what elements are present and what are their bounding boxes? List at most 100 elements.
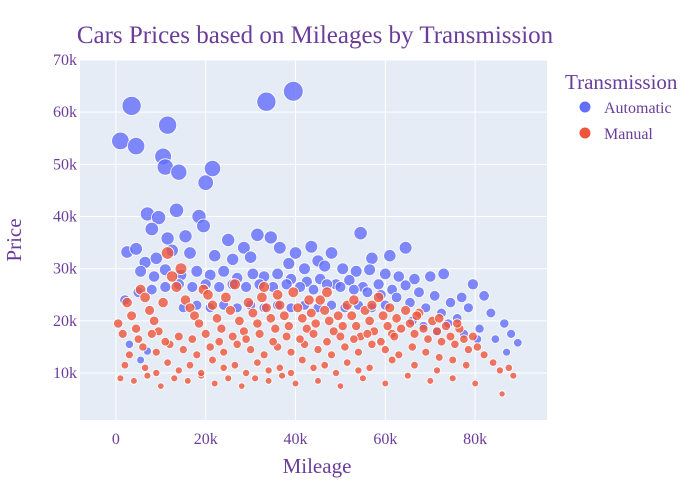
data-point[interactable] [340,342,350,352]
data-point[interactable] [365,251,379,265]
data-point[interactable] [450,339,460,349]
data-point[interactable] [148,270,161,283]
data-point[interactable] [263,230,278,245]
data-point[interactable] [148,315,160,327]
data-point[interactable] [160,246,175,260]
data-point[interactable] [271,289,284,301]
data-point[interactable] [462,302,474,314]
data-point[interactable] [291,379,300,388]
data-point[interactable] [136,355,145,365]
data-point[interactable] [234,315,245,327]
data-point[interactable] [456,291,468,304]
data-point[interactable] [152,368,161,377]
data-point[interactable] [138,342,148,352]
data-point[interactable] [157,382,165,390]
data-point[interactable] [208,355,217,365]
data-point[interactable] [292,302,304,314]
data-point[interactable] [384,302,396,314]
data-point[interactable] [336,382,345,390]
data-point[interactable] [440,321,451,332]
data-point[interactable] [314,294,326,306]
data-point[interactable] [509,371,518,380]
data-point[interactable] [349,334,359,344]
data-point[interactable] [320,361,329,370]
data-point[interactable] [160,231,175,246]
data-point[interactable] [413,286,425,299]
data-point[interactable] [327,350,336,360]
data-point[interactable] [170,281,183,293]
data-point[interactable] [253,358,262,367]
data-point[interactable] [426,377,435,385]
data-point[interactable] [200,328,211,339]
data-point[interactable] [381,379,390,388]
data-point[interactable] [429,290,441,302]
data-point[interactable] [421,347,431,357]
data-point[interactable] [190,264,204,278]
data-point[interactable] [244,250,258,264]
data-point[interactable] [295,334,305,344]
data-point[interactable] [196,218,211,234]
data-point[interactable] [247,307,259,319]
data-point[interactable] [232,339,242,349]
data-point[interactable] [382,321,393,332]
data-point[interactable] [432,366,441,375]
data-point[interactable] [227,331,238,342]
data-point[interactable] [504,363,513,372]
data-point[interactable] [305,307,317,319]
data-point[interactable] [219,363,228,372]
data-point[interactable] [372,278,385,291]
data-point[interactable] [499,318,510,329]
data-point[interactable] [270,323,281,334]
data-point[interactable] [124,339,134,349]
data-point[interactable] [490,334,501,344]
data-point[interactable] [133,334,144,344]
data-point[interactable] [280,278,293,291]
data-point[interactable] [506,328,517,339]
data-point[interactable] [184,377,192,385]
data-point[interactable] [143,371,152,380]
data-point[interactable] [170,163,188,181]
data-point[interactable] [321,286,333,299]
data-point[interactable] [134,264,147,278]
data-point[interactable] [278,371,287,380]
data-point[interactable] [258,281,271,293]
data-point[interactable] [398,241,413,255]
data-point[interactable] [183,246,197,260]
data-point[interactable] [348,283,360,296]
data-point[interactable] [403,371,412,380]
data-point[interactable] [337,321,348,332]
data-point[interactable] [353,347,363,357]
data-point[interactable] [472,342,482,352]
data-point[interactable] [309,363,318,372]
data-point[interactable] [459,334,469,344]
data-point[interactable] [275,363,284,372]
data-point[interactable] [304,240,319,254]
data-point[interactable] [366,299,378,311]
data-point[interactable] [376,337,386,347]
data-point[interactable] [468,331,478,342]
data-point[interactable] [166,270,179,283]
data-point[interactable] [336,262,350,276]
data-point[interactable] [224,374,233,383]
data-point[interactable] [213,281,226,293]
data-point[interactable] [185,361,195,370]
data-point[interactable] [362,328,373,339]
data-point[interactable] [268,337,278,347]
data-point[interactable] [452,318,463,329]
data-point[interactable] [260,302,272,314]
data-point[interactable] [265,313,277,324]
data-point[interactable] [354,366,363,375]
data-point[interactable] [192,350,202,360]
data-point[interactable] [117,328,128,339]
data-point[interactable] [380,345,390,355]
data-point[interactable] [144,221,160,237]
data-point[interactable] [283,321,294,332]
data-point[interactable] [498,390,506,398]
data-point[interactable] [372,291,385,304]
data-point[interactable] [394,350,404,360]
data-point[interactable] [331,368,340,377]
data-point[interactable] [144,304,156,316]
data-point[interactable] [353,226,368,241]
data-point[interactable] [348,294,360,306]
legend-item-automatic[interactable]: Automatic [578,100,672,117]
